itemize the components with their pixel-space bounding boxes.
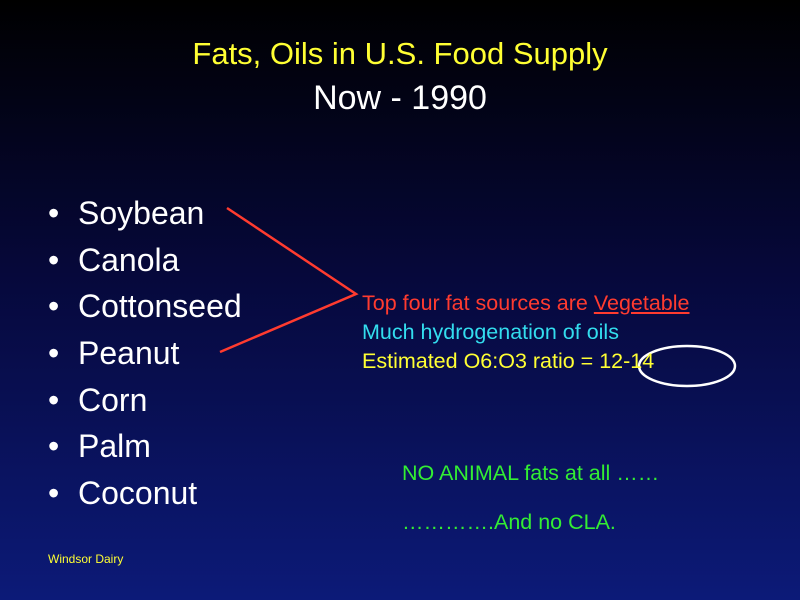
oil-name: Canola — [78, 241, 180, 278]
bullet: • — [48, 335, 60, 372]
list-item: • Canola — [48, 237, 242, 284]
bullet: • — [48, 288, 60, 325]
oil-name: Coconut — [78, 475, 198, 512]
ratio-value: 12-14 — [599, 349, 655, 373]
oil-name: Corn — [78, 381, 148, 418]
note-text: Estimated O6:O3 ratio = — [362, 349, 600, 373]
oil-name: Cottonseed — [78, 288, 242, 325]
list-item: • Peanut — [48, 330, 242, 377]
oil-list: • Soybean • Canola • Cottonseed • Peanut • Co… — [48, 190, 242, 517]
bullet: • — [48, 428, 60, 465]
list-item: • Corn — [48, 377, 242, 424]
note-hydrogenation: Much hydrogenation of oils — [362, 320, 619, 344]
note-text: Top four fat sources are — [362, 291, 594, 315]
note-vegetable: Top four fat sources are Vegetable — [362, 289, 690, 318]
no-cla-text: ………….And no CLA. — [402, 510, 616, 534]
annotation-notes: Top four fat sources are Vegetable Much … — [362, 289, 690, 376]
slide-title: Fats, Oils in U.S. Food Supply — [192, 36, 608, 71]
slide-subtitle: Now - 1990 — [313, 79, 487, 117]
bracket-arrow — [219, 206, 359, 354]
list-item: • Soybean — [48, 190, 242, 237]
bullet: • — [48, 195, 60, 231]
note-ratio: Estimated O6:O3 ratio = 12-14 — [362, 347, 690, 376]
bullet: • — [48, 241, 60, 278]
no-animal-fats-text: NO ANIMAL fats at all …… — [402, 461, 660, 485]
list-item: • Palm — [48, 423, 242, 470]
bullet: • — [48, 475, 60, 512]
note-emphasis: Vegetable — [593, 291, 690, 315]
highlight-circle — [637, 344, 737, 388]
footer-credit: Windsor Dairy — [48, 552, 124, 566]
bullet: • — [48, 381, 60, 418]
oil-name: Palm — [78, 428, 151, 465]
oil-name: Soybean — [78, 195, 205, 231]
list-item: • Cottonseed — [48, 283, 242, 330]
list-item: • Coconut — [48, 470, 242, 517]
oil-name: Peanut — [78, 335, 180, 372]
